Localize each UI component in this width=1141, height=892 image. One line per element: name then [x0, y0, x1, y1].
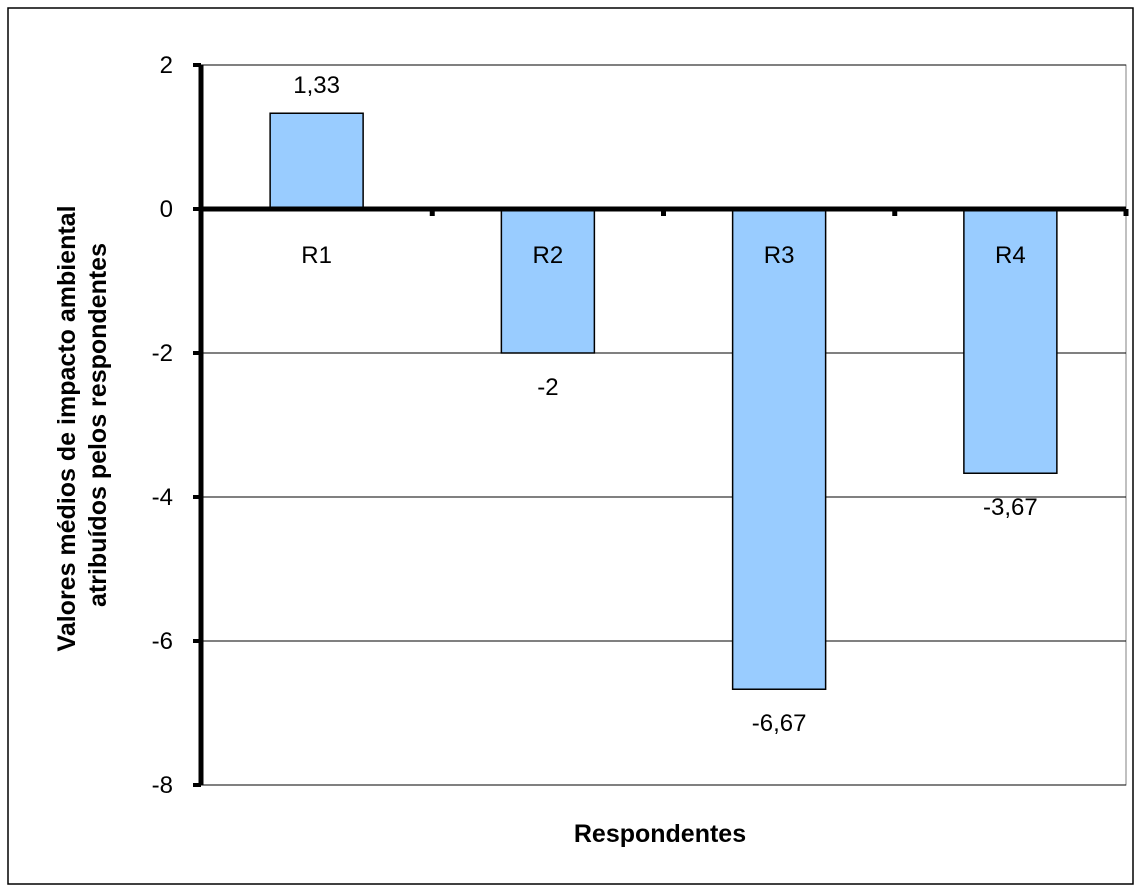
y-tick-label: -2 [152, 340, 173, 367]
category-labels: R1 R2 R3 R4 [301, 242, 1025, 269]
y-tick-label: -4 [152, 484, 173, 511]
bar-r2 [500, 208, 596, 354]
bar-r3 [731, 208, 827, 690]
data-label-r2: -2 [537, 374, 558, 401]
data-label-r4: -3,67 [983, 494, 1038, 521]
bars [269, 112, 1058, 690]
y-tick-label: -6 [152, 628, 173, 655]
data-label-r1: 1,33 [293, 72, 340, 99]
x-axis-title: Respondentes [574, 820, 746, 848]
bar-r1 [269, 112, 364, 210]
y-axis-title-line-1: Valores médios de impacto ambiental [53, 205, 81, 651]
y-tick-label: 0 [160, 196, 173, 223]
category-label-r2: R2 [533, 242, 564, 269]
gridlines [201, 64, 1126, 786]
data-label-r3: -6,67 [752, 710, 807, 737]
axes [193, 63, 1129, 787]
data-labels: 1,33 -2 -6,67 -3,67 [293, 72, 1037, 737]
category-label-r1: R1 [301, 242, 332, 269]
y-axis-title-line-2: atribuídos pelos respondentes [84, 243, 112, 607]
y-tick-labels: 2 0 -2 -4 -6 -8 [152, 52, 173, 799]
y-tick-label: 2 [160, 52, 173, 79]
y-axis-title: Valores médios de impacto ambiental atri… [53, 199, 112, 652]
category-label-r3: R3 [764, 242, 795, 269]
y-tick-label: -8 [152, 772, 173, 799]
category-label-r4: R4 [995, 242, 1026, 269]
